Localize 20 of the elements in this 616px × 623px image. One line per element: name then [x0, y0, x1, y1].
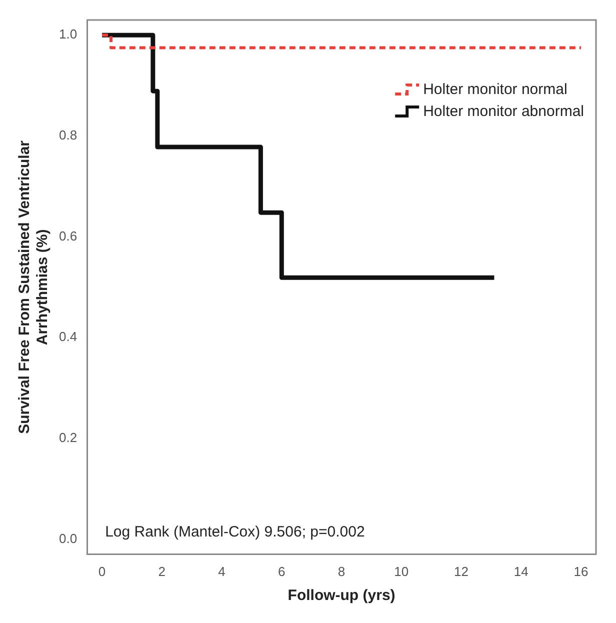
x-tick-label: 4 — [218, 564, 226, 579]
y-tick-label: 1.0 — [58, 26, 78, 42]
y-tick-label: 0.0 — [58, 530, 78, 546]
y-tick-label: 0.6 — [58, 228, 78, 244]
legend-label: Holter monitor abnormal — [423, 103, 584, 120]
legend-label: Holter monitor normal — [423, 81, 568, 98]
y-axis-title: Survival Free From Sustained Ventricular Arrhythmias (%) — [16, 140, 52, 434]
x-tick-label: 6 — [278, 564, 286, 579]
x-tick-label: 16 — [574, 564, 588, 579]
x-tick-label: 14 — [514, 564, 528, 579]
y-tick-label: 0.4 — [58, 329, 78, 344]
x-tick-label: 12 — [454, 564, 469, 579]
x-tick-label: 0 — [98, 564, 106, 579]
x-tick-label: 10 — [394, 564, 409, 579]
y-tick-label: 0.2 — [58, 430, 78, 446]
x-axis-title: Follow-up (yrs) — [288, 587, 396, 604]
x-tick-label: 2 — [158, 564, 166, 579]
y-tick-label: 0.8 — [58, 128, 78, 143]
annotation: Log Rank (Mantel-Cox) 9.506; p=0.002 — [105, 523, 365, 540]
x-tick-label: 8 — [338, 564, 346, 579]
